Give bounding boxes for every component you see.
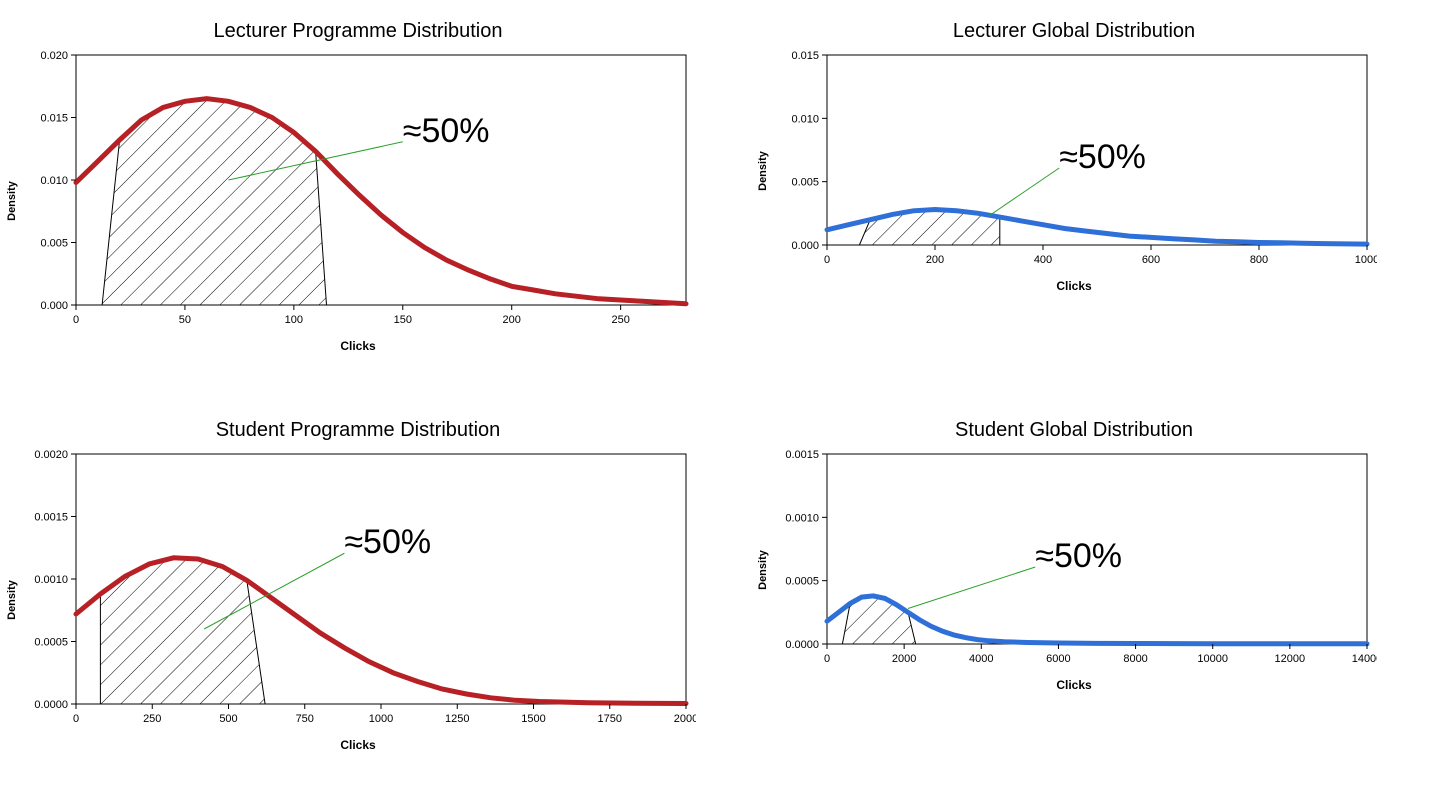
ytick-label: 0.000 <box>40 300 68 312</box>
chart-svg: 0 250 500 750 1000 1250 1500 1750 2000 0.0000 0.00… <box>20 448 696 732</box>
shaded-region <box>100 557 265 703</box>
xtick-label: 1750 <box>598 713 622 725</box>
ytick-label: 0.005 <box>40 238 68 250</box>
xtick-label: 200 <box>926 254 944 266</box>
xtick-label: 1000 <box>1355 254 1377 266</box>
ytick-label: 0.0010 <box>34 574 68 586</box>
chart-title: Student Programme Distribution <box>216 419 501 442</box>
chart-area: Density 020040060080010000.0000.0050.010… <box>771 49 1377 293</box>
ytick-label: 0.0005 <box>785 575 819 587</box>
ytick-label: 0.0015 <box>785 449 819 461</box>
xtick-label: 10000 <box>1197 653 1228 665</box>
xtick-label: 0 <box>824 254 830 266</box>
x-axis-label: Clicks <box>771 678 1377 692</box>
xtick-label: 150 <box>394 314 412 326</box>
xtick-label: 250 <box>143 713 161 725</box>
chart-area: Density 0250500750100012501500175020000.… <box>20 448 696 752</box>
y-axis-label: Density <box>6 181 18 221</box>
xtick-label: 12000 <box>1275 653 1306 665</box>
ytick-label: 0.0020 <box>34 449 68 461</box>
xtick-label: 0 <box>73 314 79 326</box>
chart-title: Student Global Distribution <box>955 419 1193 442</box>
chart-panel-lecturer_global: Lecturer Global Distribution Density 0 20… <box>736 20 1412 389</box>
chart-panel-student_programme: Student Programme Distribution Density 0… <box>20 419 696 788</box>
leader-line <box>989 168 1059 216</box>
xtick-label: 14000 <box>1352 653 1377 665</box>
xtick-label: 0 <box>73 713 79 725</box>
xtick-label: 1000 <box>369 713 393 725</box>
ytick-label: 0.0010 <box>785 512 819 524</box>
y-axis-label: Density <box>757 550 769 590</box>
chart-area: Density 02000400060008000100001200014000… <box>771 448 1377 692</box>
ytick-label: 0.015 <box>40 113 68 125</box>
chart-area: Density 0501001502002500.0000.0050.0100.… <box>20 49 696 353</box>
xtick-label: 0 <box>824 653 830 665</box>
xtick-label: 750 <box>296 713 314 725</box>
chart-svg: 0 50 100 150 200 250 0.000 0.005 0.010 0.015 0.020 <box>20 49 696 333</box>
chart-panel-student_global: Student Global Distribution Density 0 200… <box>736 419 1412 788</box>
chart-title: Lecturer Global Distribution <box>953 20 1195 43</box>
xtick-label: 200 <box>503 314 521 326</box>
chart-svg: 0 2000 4000 6000 8000 10000 12000 14000 0.0000 0.… <box>771 448 1377 672</box>
xtick-label: 400 <box>1034 254 1052 266</box>
ytick-label: 0.0005 <box>34 636 68 648</box>
ytick-label: 0.0000 <box>34 699 68 711</box>
y-axis-label: Density <box>6 580 18 620</box>
xtick-label: 800 <box>1250 254 1268 266</box>
xtick-label: 8000 <box>1123 653 1147 665</box>
ytick-label: 0.000 <box>791 240 819 252</box>
chart-svg: 0 200 400 600 800 1000 0.000 0.005 0.010 0.015 <box>771 49 1377 273</box>
xtick-label: 250 <box>611 314 629 326</box>
ytick-label: 0.0000 <box>785 639 819 651</box>
ytick-label: 0.010 <box>40 175 68 187</box>
chart-grid: Lecturer Programme Distribution Density … <box>20 20 1412 787</box>
ytick-label: 0.005 <box>791 177 819 189</box>
xtick-label: 50 <box>179 314 191 326</box>
xtick-label: 6000 <box>1046 653 1070 665</box>
ytick-label: 0.015 <box>791 50 819 62</box>
x-axis-label: Clicks <box>771 279 1377 293</box>
ytick-label: 0.020 <box>40 50 68 62</box>
xtick-label: 1500 <box>521 713 545 725</box>
y-axis-label: Density <box>757 151 769 191</box>
ytick-label: 0.010 <box>791 113 819 125</box>
xtick-label: 2000 <box>892 653 916 665</box>
leader-line <box>908 567 1035 609</box>
xtick-label: 100 <box>285 314 303 326</box>
x-axis-label: Clicks <box>20 339 696 353</box>
x-axis-label: Clicks <box>20 738 696 752</box>
xtick-label: 4000 <box>969 653 993 665</box>
xtick-label: 2000 <box>674 713 696 725</box>
chart-title: Lecturer Programme Distribution <box>214 20 503 43</box>
xtick-label: 500 <box>219 713 237 725</box>
chart-panel-lecturer_programme: Lecturer Programme Distribution Density … <box>20 20 696 389</box>
xtick-label: 1250 <box>445 713 469 725</box>
xtick-label: 600 <box>1142 254 1160 266</box>
ytick-label: 0.0015 <box>34 511 68 523</box>
